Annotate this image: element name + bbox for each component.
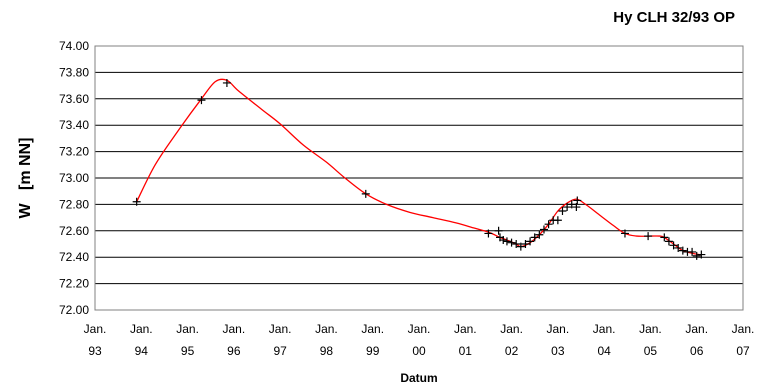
x-tick-label: Jan. 98 bbox=[315, 322, 338, 358]
data-point-marker bbox=[573, 196, 582, 205]
x-tick-year: 01 bbox=[459, 344, 473, 358]
x-tick-labels: Jan.93Jan.94Jan.95Jan.96Jan.97Jan.98Jan.… bbox=[84, 322, 755, 358]
x-tick-label: Jan. 96 bbox=[223, 322, 246, 358]
y-tick-label: 73.00 bbox=[59, 171, 89, 185]
data-point-marker bbox=[664, 237, 673, 246]
y-tick-label: 72.00 bbox=[59, 303, 89, 317]
data-point-marker bbox=[521, 240, 530, 248]
x-tick-year: 00 bbox=[412, 344, 426, 358]
data-point-marker bbox=[697, 250, 706, 259]
y-axis-title: W [m NN] bbox=[17, 138, 34, 219]
y-tick-label: 73.40 bbox=[59, 118, 89, 132]
y-tick-label: 72.20 bbox=[59, 277, 89, 291]
data-point-marker bbox=[567, 200, 576, 209]
x-tick-year: 98 bbox=[320, 344, 334, 358]
y-tick-label: 72.40 bbox=[59, 250, 89, 264]
x-tick-label: Jan. 95 bbox=[176, 322, 199, 358]
data-point-marker bbox=[644, 232, 653, 241]
x-tick-label: Jan. 97 bbox=[269, 322, 292, 358]
x-tick-label: Jan. 93 bbox=[84, 322, 107, 358]
x-tick-year: 95 bbox=[181, 344, 195, 358]
data-point-marker bbox=[544, 220, 553, 229]
data-point-marker bbox=[535, 230, 544, 239]
data-point-marker bbox=[558, 207, 567, 215]
x-tick-label: Jan. 01 bbox=[454, 322, 477, 358]
x-tick-label: Jan. 05 bbox=[639, 322, 662, 358]
data-point-marker bbox=[361, 189, 370, 198]
y-tick-label: 73.60 bbox=[59, 92, 89, 106]
y-tick-label: 73.80 bbox=[59, 65, 89, 79]
x-tick-month: Jan. bbox=[408, 322, 431, 336]
x-tick-month: Jan. bbox=[593, 322, 616, 336]
data-point-marker bbox=[507, 238, 516, 247]
x-tick-label: Jan. 07 bbox=[732, 322, 755, 358]
data-point-marker bbox=[499, 236, 508, 245]
data-point-marker bbox=[197, 96, 206, 105]
x-tick-month: Jan. bbox=[130, 322, 153, 336]
x-tick-year: 99 bbox=[366, 344, 380, 358]
data-point-marker bbox=[512, 240, 521, 248]
x-tick-month: Jan. bbox=[732, 322, 755, 336]
x-tick-month: Jan. bbox=[639, 322, 662, 336]
y-tick-label: 74.00 bbox=[59, 39, 89, 53]
x-tick-month: Jan. bbox=[685, 322, 708, 336]
y-tick-label: 73.20 bbox=[59, 145, 89, 159]
x-tick-label: Jan. 03 bbox=[547, 322, 570, 358]
chart-title: Hy CLH 32/93 OP bbox=[613, 9, 735, 26]
x-tick-year: 04 bbox=[597, 344, 611, 358]
x-tick-year: 03 bbox=[551, 344, 565, 358]
data-point-marker bbox=[530, 233, 539, 242]
x-tick-year: 02 bbox=[505, 344, 519, 358]
x-tick-label: Jan. 00 bbox=[408, 322, 431, 358]
data-point-marker bbox=[678, 246, 687, 255]
x-axis-title: Datum bbox=[400, 371, 437, 385]
plot-border bbox=[94, 45, 744, 311]
x-tick-year: 05 bbox=[644, 344, 658, 358]
y-tick-label: 72.80 bbox=[59, 197, 89, 211]
marker-group bbox=[132, 78, 706, 260]
data-point-marker bbox=[502, 237, 511, 246]
data-point-marker bbox=[553, 216, 562, 225]
x-tick-label: Jan. 06 bbox=[685, 322, 708, 358]
x-tick-month: Jan. bbox=[223, 322, 246, 336]
x-tick-year: 97 bbox=[273, 344, 287, 358]
x-tick-month: Jan. bbox=[547, 322, 570, 336]
x-tick-month: Jan. bbox=[176, 322, 199, 336]
data-point-marker bbox=[688, 247, 697, 256]
data-point-marker bbox=[539, 225, 548, 234]
data-point-marker bbox=[692, 251, 701, 260]
x-tick-month: Jan. bbox=[315, 322, 338, 336]
x-tick-label: Jan. 94 bbox=[130, 322, 153, 358]
x-tick-year: 94 bbox=[135, 344, 149, 358]
plot-area bbox=[94, 45, 744, 311]
x-tick-year: 96 bbox=[227, 344, 241, 358]
data-point-marker bbox=[563, 203, 572, 212]
x-tick-label: Jan. 04 bbox=[593, 322, 616, 358]
x-tick-label: Jan. 99 bbox=[361, 322, 384, 358]
x-tick-year: 06 bbox=[690, 344, 704, 358]
y-tick-labels: 72.00 72.20 72.40 72.60 72.80 73.00 73.20 73.40… bbox=[59, 39, 89, 317]
data-point-marker bbox=[484, 229, 493, 238]
x-tick-year: 93 bbox=[88, 344, 102, 358]
data-point-marker bbox=[620, 229, 629, 238]
x-tick-year: 07 bbox=[736, 344, 750, 358]
data-point-marker bbox=[674, 243, 683, 252]
y-tick-label: 72.60 bbox=[59, 224, 89, 238]
data-point-marker bbox=[132, 197, 141, 206]
data-point-marker bbox=[222, 78, 231, 87]
x-tick-month: Jan. bbox=[454, 322, 477, 336]
x-tick-month: Jan. bbox=[361, 322, 384, 336]
data-point-marker bbox=[572, 203, 581, 212]
data-point-marker bbox=[516, 242, 525, 251]
data-point-marker bbox=[660, 233, 669, 242]
x-tick-month: Jan. bbox=[269, 322, 292, 336]
data-point-marker bbox=[494, 226, 503, 235]
x-tick-month: Jan. bbox=[500, 322, 523, 336]
x-tick-label: Jan. 02 bbox=[500, 322, 523, 358]
data-point-marker bbox=[669, 241, 678, 250]
data-point-marker bbox=[526, 237, 535, 246]
x-tick-month: Jan. bbox=[84, 322, 107, 336]
